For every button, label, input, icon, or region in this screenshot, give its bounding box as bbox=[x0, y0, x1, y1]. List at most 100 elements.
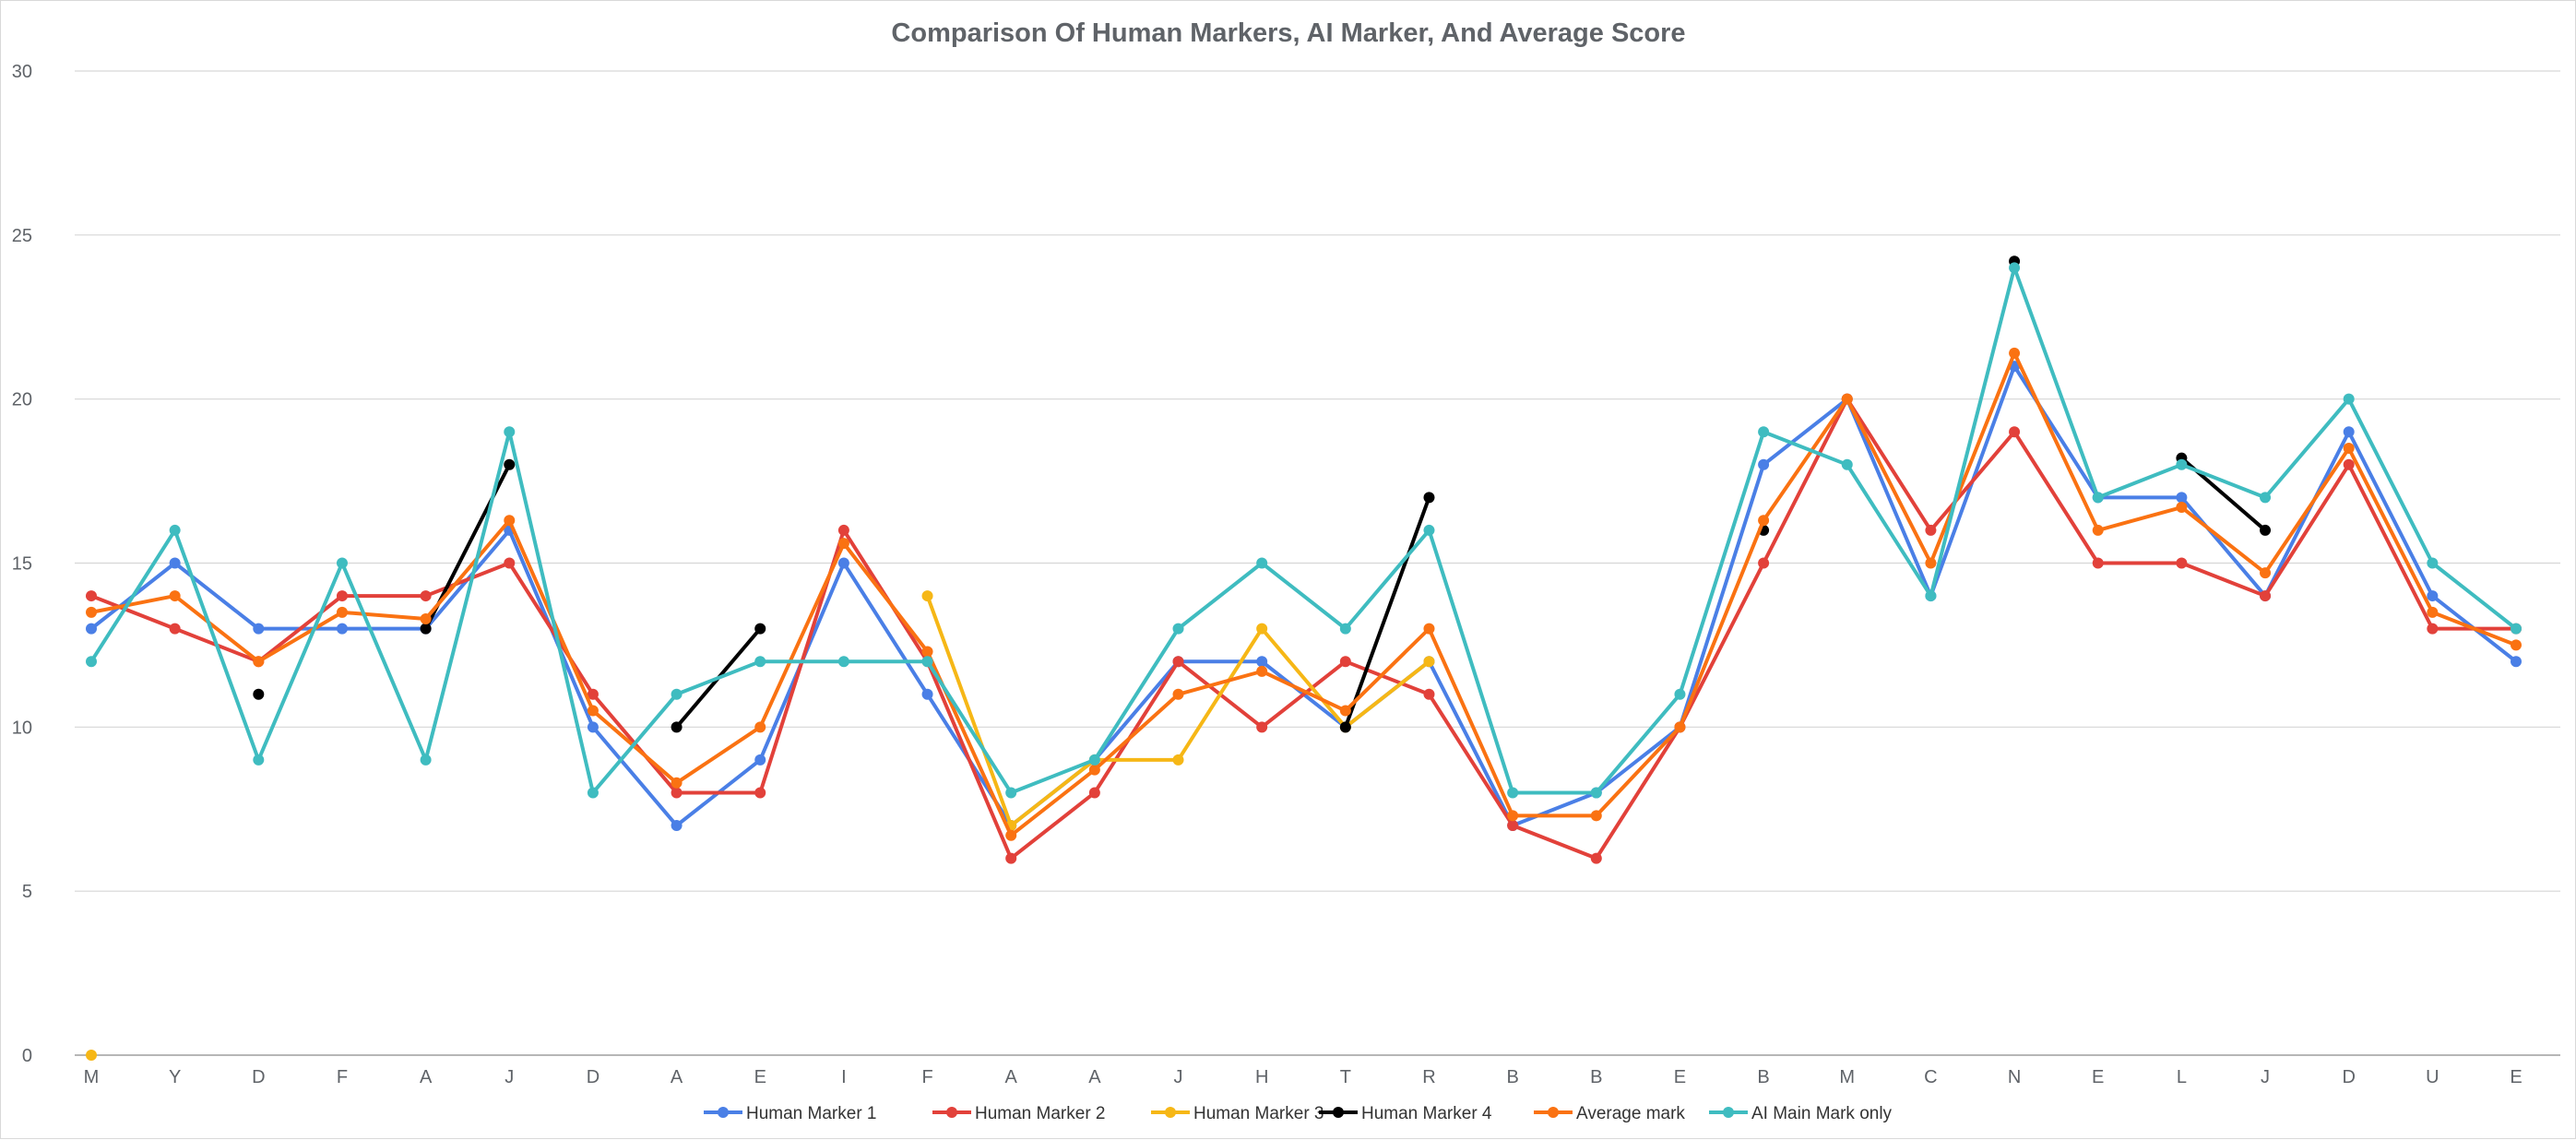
x-tick-label: J bbox=[505, 1067, 514, 1087]
data-point bbox=[2092, 557, 2104, 569]
data-point bbox=[2427, 557, 2439, 569]
series-5 bbox=[86, 262, 2522, 799]
data-point bbox=[1925, 557, 1937, 569]
legend-swatch-marker bbox=[1333, 1107, 1344, 1118]
data-point bbox=[420, 612, 432, 624]
x-tick-label: F bbox=[337, 1067, 348, 1087]
data-point bbox=[2176, 458, 2188, 470]
y-tick-label: 15 bbox=[12, 554, 32, 575]
data-point bbox=[169, 524, 181, 536]
x-tick-label: E bbox=[2092, 1067, 2104, 1087]
legend-item[interactable]: Average mark bbox=[1534, 1104, 1685, 1123]
legend-item[interactable]: AI Main Mark only bbox=[1709, 1104, 1893, 1123]
series-lines bbox=[86, 255, 2522, 1061]
legend-item[interactable]: Human Marker 3 bbox=[1151, 1104, 1324, 1123]
data-point bbox=[2260, 567, 2272, 579]
data-point bbox=[1590, 810, 1602, 822]
series-4 bbox=[86, 347, 2522, 841]
data-point bbox=[671, 787, 683, 799]
data-point bbox=[2260, 590, 2272, 602]
data-point bbox=[587, 787, 599, 799]
legend-label: Average mark bbox=[1576, 1104, 1685, 1123]
x-tick-label: B bbox=[1590, 1067, 1602, 1087]
data-point bbox=[671, 777, 683, 789]
data-point bbox=[921, 688, 933, 700]
x-tick-label: J bbox=[2261, 1067, 2270, 1087]
data-point bbox=[921, 646, 933, 658]
data-point bbox=[336, 557, 348, 569]
data-point bbox=[420, 590, 432, 602]
data-point bbox=[754, 754, 766, 766]
data-point bbox=[504, 515, 516, 527]
x-tick-label: C bbox=[1924, 1067, 1937, 1087]
data-point bbox=[253, 754, 265, 766]
legend-item[interactable]: Human Marker 1 bbox=[704, 1104, 877, 1123]
data-point bbox=[1674, 688, 1686, 700]
data-point bbox=[1674, 721, 1686, 733]
data-point bbox=[2176, 502, 2188, 514]
data-point bbox=[169, 590, 181, 602]
data-point bbox=[1758, 458, 1770, 470]
legend-item[interactable]: Human Marker 2 bbox=[932, 1104, 1106, 1123]
data-point bbox=[1423, 688, 1435, 700]
data-point bbox=[253, 688, 265, 700]
data-point bbox=[336, 606, 348, 618]
legend-swatch-marker bbox=[946, 1107, 957, 1118]
data-point bbox=[671, 820, 683, 832]
data-point bbox=[1005, 852, 1017, 864]
legend[interactable]: Human Marker 1 Human Marker 2 Human Marker… bbox=[704, 1104, 1893, 1123]
legend-swatch-marker bbox=[1723, 1107, 1734, 1118]
data-point bbox=[504, 458, 516, 470]
legend-label: Human Marker 2 bbox=[975, 1104, 1106, 1123]
data-point bbox=[1758, 426, 1770, 438]
series-line bbox=[89, 397, 2518, 861]
data-point bbox=[1256, 665, 1268, 677]
data-point bbox=[2511, 639, 2522, 651]
data-point bbox=[2009, 262, 2021, 274]
x-tick-label: D bbox=[2342, 1067, 2355, 1087]
legend-item[interactable]: Human Marker 4 bbox=[1319, 1104, 1492, 1123]
data-point bbox=[1088, 754, 1100, 766]
x-tick-label: U bbox=[2426, 1067, 2439, 1087]
data-point bbox=[86, 590, 97, 602]
x-tick-label: D bbox=[587, 1067, 599, 1087]
data-point bbox=[1088, 764, 1100, 776]
data-point bbox=[837, 524, 849, 536]
data-point bbox=[2260, 524, 2272, 536]
x-tick-label: Y bbox=[169, 1067, 181, 1087]
data-point bbox=[1758, 557, 1770, 569]
data-point bbox=[1925, 524, 1937, 536]
data-point bbox=[504, 426, 516, 438]
series-line bbox=[89, 350, 2518, 837]
data-point bbox=[2343, 443, 2355, 455]
data-point bbox=[2009, 426, 2021, 438]
x-tick-label: J bbox=[1174, 1067, 1183, 1087]
x-tick-label: I bbox=[841, 1067, 847, 1087]
data-point bbox=[1423, 524, 1435, 536]
data-point bbox=[587, 688, 599, 700]
data-point bbox=[2092, 524, 2104, 536]
data-point bbox=[921, 590, 933, 602]
data-point bbox=[253, 656, 265, 668]
x-tick-label: E bbox=[2510, 1067, 2522, 1087]
data-point bbox=[253, 623, 265, 635]
legend-label: Human Marker 3 bbox=[1193, 1104, 1324, 1123]
data-point bbox=[86, 606, 97, 618]
x-tick-label: A bbox=[671, 1067, 683, 1087]
data-point bbox=[2427, 590, 2439, 602]
data-point bbox=[2511, 656, 2522, 668]
data-point bbox=[1256, 623, 1268, 635]
data-point bbox=[2260, 492, 2272, 504]
legend-swatch-marker bbox=[1548, 1107, 1559, 1118]
x-tick-label: A bbox=[1088, 1067, 1101, 1087]
data-point bbox=[169, 557, 181, 569]
data-point bbox=[1005, 787, 1017, 799]
data-point bbox=[1256, 557, 1268, 569]
data-point bbox=[754, 656, 766, 668]
y-tick-label: 30 bbox=[12, 62, 32, 82]
data-point bbox=[2427, 623, 2439, 635]
series-1 bbox=[86, 393, 2522, 864]
data-point bbox=[504, 557, 516, 569]
